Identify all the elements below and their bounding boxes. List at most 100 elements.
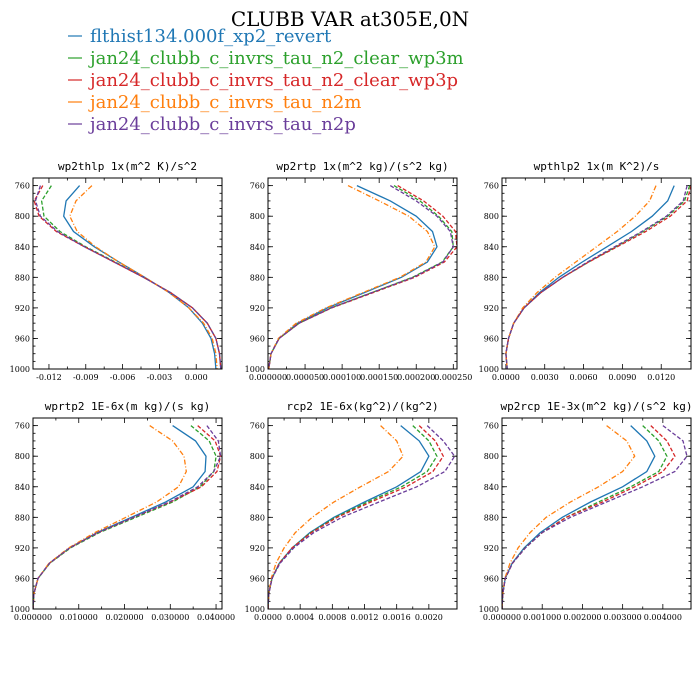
panel-title: wpthlp2 1x(m K^2)/s [534,160,660,173]
series-line [268,185,457,369]
series-line [268,425,404,609]
series-line [505,185,675,369]
panel-title: wp2thlp 1x(m^2 K)/s^2 [58,160,197,173]
series-line [505,185,691,369]
panels: wp2thlp 1x(m^2 K)/s^2 760 800 840 880 920 960 1… [10,160,693,622]
y-tick-label: 880 [250,273,265,282]
legend-entry: jan24_clubb_c_invrs_tau_n2_clear_wp3p [88,70,458,91]
panel-title: rcp2 1E-6x(kg^2)/(kg^2) [286,400,438,413]
figure-title: CLUBB VAR at305E,0N [231,7,469,31]
y-tick-label: 840 [15,243,30,252]
series-line [502,425,668,609]
series-line [34,185,222,369]
series-line [40,185,222,369]
y-tick-label: 760 [250,182,265,191]
x-tick-label: 0.040000 [197,613,235,622]
y-tick-label: 960 [15,334,30,343]
plot-frame [501,177,692,370]
series-line [268,425,438,609]
y-tick-label: 1000 [479,605,499,614]
legend: flthist134.000f_xp2_revertjan24_clubb_c_… [68,26,464,135]
x-tick-label: 0.000150 [360,373,398,382]
series-line [502,425,688,609]
plot-frame [32,177,223,370]
y-tick-label: 760 [484,422,499,431]
y-tick-label: 1000 [245,605,265,614]
y-tick-label: 960 [250,334,265,343]
series-line [268,425,445,609]
y-tick-label: 920 [484,544,499,553]
x-tick-label: 0.0008 [318,613,346,622]
x-tick-label: 0.0016 [383,613,411,622]
series-line [33,425,222,609]
y-tick-label: 840 [484,243,499,252]
panel-title: wp2rtp 1x(m^2 kg)/(s^2 kg) [276,160,448,173]
y-tick-label: 1000 [245,365,265,374]
y-tick-label: 800 [15,452,30,461]
legend-entry: jan24_clubb_c_invrs_tau_n2m [88,92,361,113]
x-tick-label: 0.000050 [286,373,324,382]
series-line [505,185,657,369]
x-tick-label: 0.0012 [351,613,379,622]
x-tick-label: 0.000 [185,373,208,382]
y-tick-label: 1000 [10,605,30,614]
series-line [33,425,207,609]
y-tick-label: 880 [484,273,499,282]
x-tick-label: 0.0004 [286,613,314,622]
x-tick-label: 0.0030 [531,373,559,382]
series-line [505,185,691,369]
y-tick-label: 880 [15,513,30,522]
y-tick-label: 840 [484,483,499,492]
y-tick-label: 920 [250,304,265,313]
series-line [33,425,187,609]
x-tick-label: 0.0000 [492,373,520,382]
x-tick-label: -0.009 [73,373,99,382]
panel: wp2rtp 1x(m^2 kg)/(s^2 kg) 760 800 840 880 92… [245,160,473,382]
plot-frame [267,417,458,610]
y-tick-label: 1000 [10,365,30,374]
x-tick-label: 0.000000 [483,613,521,622]
x-tick-label: 0.0060 [570,373,598,382]
x-tick-label: 0.020000 [105,613,143,622]
y-tick-label: 960 [484,334,499,343]
series-line [268,425,456,609]
x-tick-label: 0.003000 [604,613,642,622]
y-tick-label: 800 [250,452,265,461]
series-line [63,185,217,369]
x-tick-label: 0.000200 [397,373,435,382]
y-tick-label: 760 [250,422,265,431]
panel: wprtp2 1E-6x(m kg)/(s kg) 760 800 840 880 920… [10,400,235,622]
series-line [505,185,688,369]
x-tick-label: 0.000100 [323,373,361,382]
panel: rcp2 1E-6x(kg^2)/(kg^2) 760 800 840 880 920 96… [245,400,458,622]
panel-title: wp2rcp 1E-3x(m^2 kg)/(s^2 kg) [500,400,692,413]
series-line [268,185,454,369]
y-tick-label: 960 [250,574,265,583]
plot-frame [267,177,458,370]
y-tick-label: 920 [484,304,499,313]
x-tick-label: 0.010000 [60,613,98,622]
x-tick-label: 0.001000 [523,613,561,622]
y-tick-label: 840 [15,483,30,492]
legend-entry: jan24_clubb_c_invrs_tau_n2_clear_wp3m [88,48,464,69]
panel-title: wprtp2 1E-6x(m kg)/(s kg) [45,400,211,413]
y-tick-label: 920 [15,304,30,313]
legend-entry: flthist134.000f_xp2_revert [90,26,332,47]
series-line [33,185,222,369]
plot-frame [32,417,223,610]
plot-frame [501,417,692,610]
x-tick-label: 0.000000 [249,373,287,382]
y-tick-label: 880 [250,513,265,522]
y-tick-label: 920 [250,544,265,553]
y-tick-label: 880 [15,273,30,282]
x-tick-label: -0.003 [147,373,173,382]
y-tick-label: 880 [484,513,499,522]
panel: wp2rcp 1E-3x(m^2 kg)/(s^2 kg)760 800 840 88… [479,400,693,622]
x-tick-label: 0.030000 [151,613,189,622]
series-line [502,425,656,609]
x-tick-label: 0.002000 [563,613,601,622]
x-tick-label: 0.000000 [14,613,52,622]
x-tick-label: -0.006 [110,373,136,382]
y-tick-label: 760 [15,422,30,431]
